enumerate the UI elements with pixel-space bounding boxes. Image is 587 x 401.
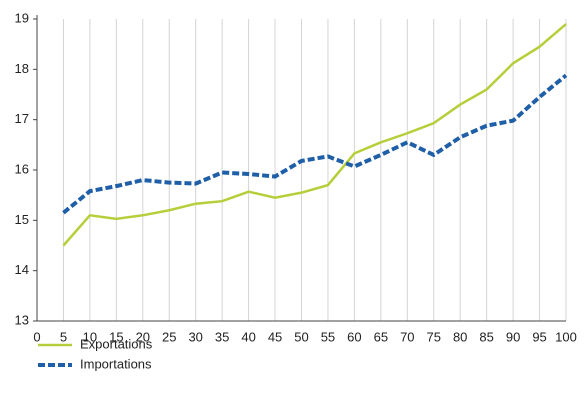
x-tick-label: 25 [162, 329, 176, 344]
x-tick-label: 10 [83, 329, 97, 344]
x-tick-label: 80 [453, 329, 467, 344]
x-tick-label: 40 [241, 329, 255, 344]
x-tick-label: 70 [400, 329, 414, 344]
y-tick-label: 16 [15, 161, 29, 176]
legend-label: Importations [80, 356, 152, 371]
x-tick-label: 90 [506, 329, 520, 344]
y-tick-label: 14 [15, 262, 29, 277]
y-tick-label: 13 [15, 312, 29, 327]
x-tick-label: 95 [532, 329, 546, 344]
x-tick-label: 50 [294, 329, 308, 344]
x-tick-label: 15 [109, 329, 123, 344]
x-tick-label: 5 [60, 329, 67, 344]
x-tick-label: 30 [188, 329, 202, 344]
x-tick-label: 100 [555, 329, 577, 344]
x-tick-label: 20 [136, 329, 150, 344]
x-tick-label: 65 [374, 329, 388, 344]
x-tick-label: 0 [33, 329, 40, 344]
line-series [62, 73, 568, 215]
x-tick-label: 85 [479, 329, 493, 344]
x-tick-label: 55 [321, 329, 335, 344]
x-tick-label: 60 [347, 329, 361, 344]
x-tick-label: 75 [427, 329, 441, 344]
legend-label: Exportations [80, 336, 153, 351]
y-tick-label: 17 [15, 111, 29, 126]
line-series [62, 23, 567, 247]
y-tick-label: 18 [15, 61, 29, 76]
y-tick-label: 15 [15, 212, 29, 227]
x-tick-label: 35 [215, 329, 229, 344]
y-tick-label: 19 [15, 10, 29, 25]
x-tick-label: 45 [268, 329, 282, 344]
